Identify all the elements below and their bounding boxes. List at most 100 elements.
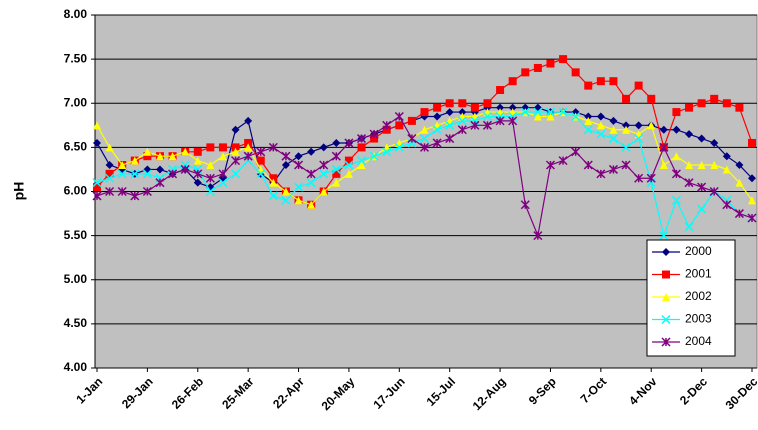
marker (395, 121, 404, 130)
marker (559, 55, 568, 64)
marker (596, 169, 606, 179)
marker (433, 112, 442, 121)
marker (294, 182, 304, 192)
marker (268, 142, 278, 152)
legend-label: 2001 (685, 267, 712, 281)
marker (306, 178, 316, 188)
marker (672, 108, 681, 117)
marker (685, 130, 694, 139)
marker (218, 169, 228, 179)
marker (571, 147, 581, 157)
marker (671, 195, 681, 205)
marker (482, 120, 493, 130)
marker (419, 134, 430, 144)
marker (205, 186, 215, 197)
marker (457, 116, 467, 126)
marker (118, 161, 127, 170)
marker (193, 169, 203, 179)
marker (748, 174, 756, 183)
marker (93, 183, 101, 192)
marker (647, 94, 656, 103)
marker (671, 169, 681, 179)
marker (256, 156, 265, 165)
marker (332, 138, 341, 147)
marker (331, 164, 341, 174)
marker (243, 151, 253, 161)
marker (344, 156, 353, 165)
legend-label: 2000 (685, 244, 712, 258)
marker (520, 107, 530, 117)
marker (571, 111, 581, 122)
marker (608, 164, 618, 174)
marker (256, 147, 266, 157)
x-tick-label: 29-Jan (119, 374, 156, 411)
marker (584, 81, 593, 90)
marker (747, 213, 757, 223)
legend-box (646, 239, 736, 357)
marker (231, 147, 240, 156)
marker (520, 200, 530, 210)
marker (117, 169, 127, 179)
marker (722, 152, 731, 161)
marker (168, 169, 178, 179)
marker (433, 103, 442, 112)
x-tick-label: 30-Dec (723, 374, 758, 412)
marker (432, 125, 442, 135)
x-tick-label: 2-Dec (677, 374, 710, 407)
marker (646, 173, 656, 183)
x-tick-label: 12-Aug (470, 374, 509, 413)
y-tick-label: 8.00 (64, 7, 88, 21)
marker (685, 161, 694, 170)
marker (722, 99, 731, 108)
marker (218, 143, 227, 152)
marker (93, 121, 101, 130)
marker (735, 103, 744, 112)
marker (659, 125, 668, 134)
marker (508, 103, 517, 112)
marker (697, 204, 707, 214)
marker (735, 161, 744, 170)
marker (710, 138, 719, 147)
marker (697, 134, 706, 143)
marker (331, 151, 341, 161)
marker (155, 178, 165, 188)
marker (143, 147, 152, 156)
marker (382, 125, 391, 134)
marker (748, 138, 756, 147)
marker (244, 143, 253, 152)
marker (697, 161, 706, 170)
marker (722, 200, 732, 210)
marker (281, 187, 290, 196)
marker (661, 337, 671, 347)
marker (105, 169, 114, 178)
marker (281, 151, 291, 161)
marker (647, 121, 656, 130)
marker (659, 142, 669, 152)
marker (193, 178, 202, 187)
marker (294, 196, 303, 205)
marker (634, 81, 643, 90)
marker (558, 156, 568, 166)
marker (231, 143, 240, 152)
marker (181, 147, 190, 156)
marker (662, 293, 670, 301)
marker (142, 169, 152, 179)
marker (609, 125, 618, 134)
marker (382, 120, 392, 130)
x-tick-label: 9-Sep (526, 374, 559, 407)
marker (105, 186, 115, 197)
marker (130, 156, 139, 165)
marker (621, 160, 631, 170)
marker (332, 178, 341, 187)
y-axis-title: pH (11, 182, 27, 201)
x-tick-label: 25-Mar (219, 374, 256, 411)
marker (622, 121, 631, 130)
marker (634, 173, 644, 183)
marker (356, 156, 367, 166)
marker (533, 231, 543, 241)
marker (558, 107, 568, 117)
x-tick-label: 1-Jan (73, 374, 105, 406)
marker (168, 152, 177, 161)
y-tick-label: 4.50 (64, 316, 88, 330)
